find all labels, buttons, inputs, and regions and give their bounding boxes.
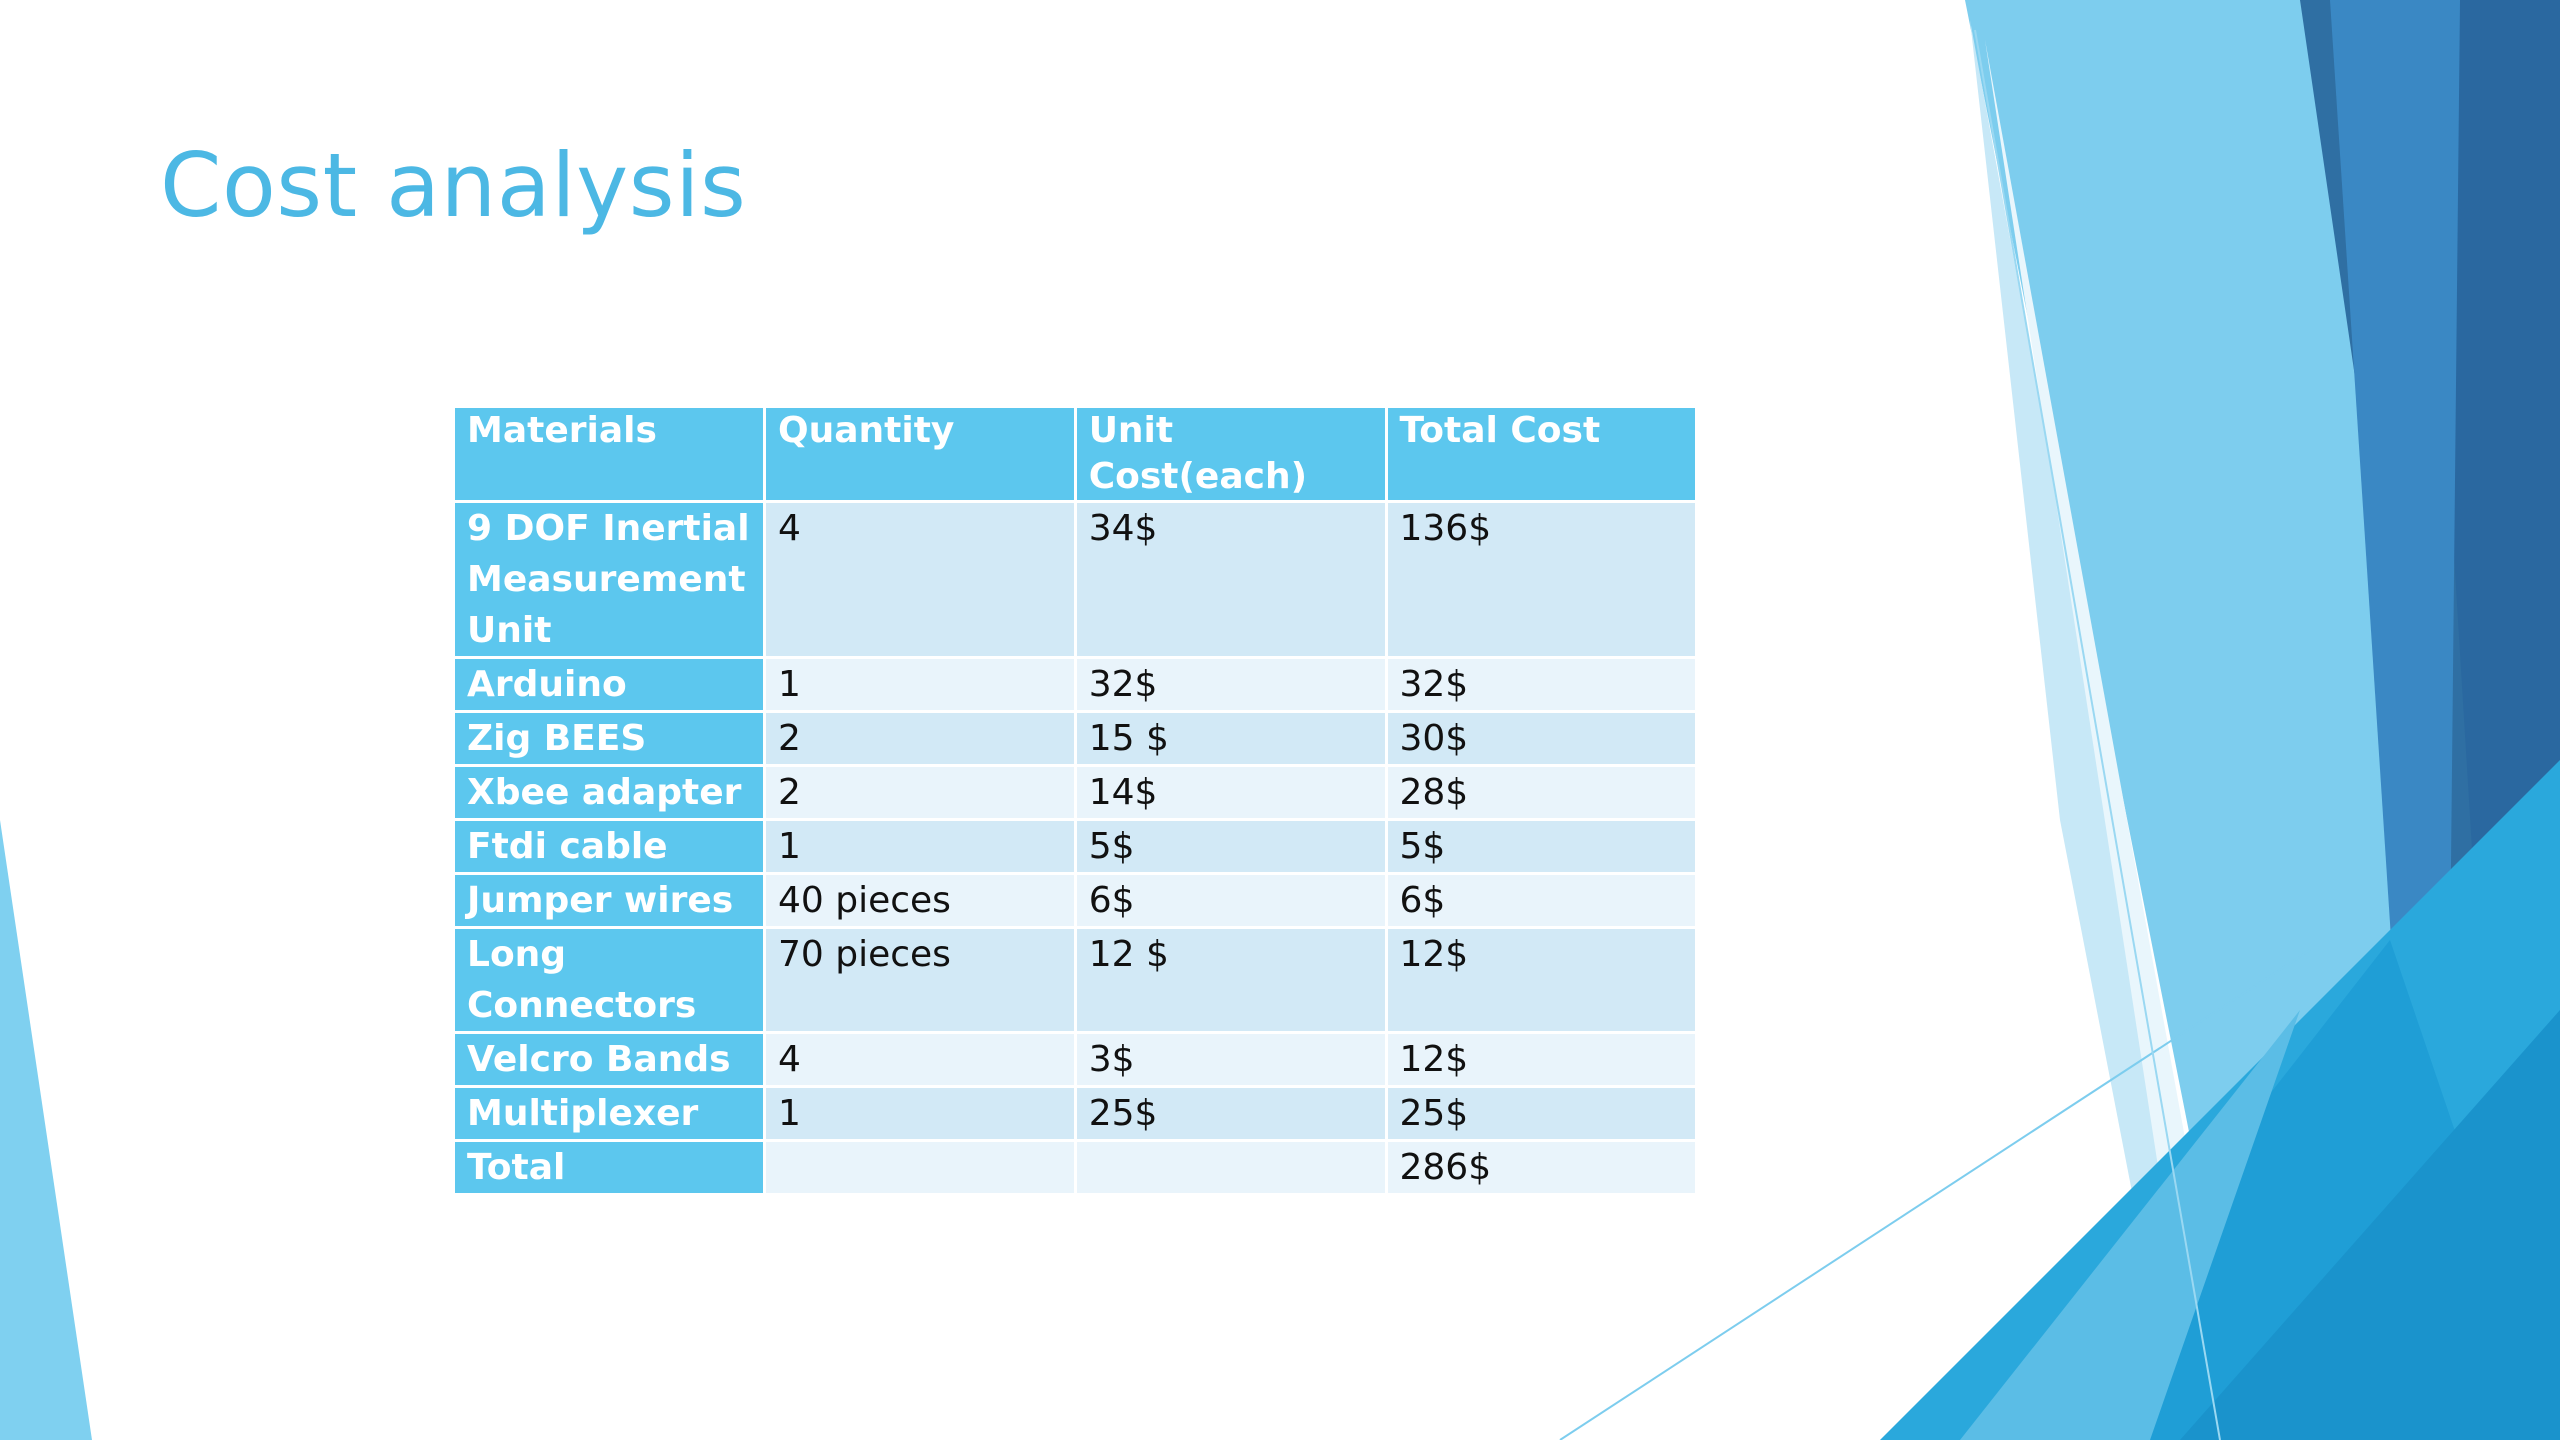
cell-material: Jumper wires <box>455 875 763 926</box>
table-row: Jumper wires 40 pieces 6$ 6$ <box>455 875 1695 926</box>
table-row: Ftdi cable 1 5$ 5$ <box>455 821 1695 872</box>
table-row: Multiplexer 1 25$ 25$ <box>455 1088 1695 1139</box>
cell-material: Multiplexer <box>455 1088 763 1139</box>
cell-quantity <box>765 1142 1074 1193</box>
cell-unit-cost: 32$ <box>1076 659 1385 710</box>
cell-material: Velcro Bands <box>455 1034 763 1085</box>
thin-vertical-line <box>1974 29 2221 1440</box>
bottom-light-overlay <box>1960 1010 2300 1440</box>
cell-material: Arduino <box>455 659 763 710</box>
cell-total-cost: 136$ <box>1387 503 1695 656</box>
cell-unit-cost <box>1076 1142 1385 1193</box>
slide-title: Cost analysis <box>160 134 747 237</box>
cell-total-cost: 32$ <box>1387 659 1695 710</box>
table-row: Arduino 1 32$ 32$ <box>455 659 1695 710</box>
header-total-cost: Total Cost <box>1387 408 1695 500</box>
table-row: Long Connectors 70 pieces 12 $ 12$ <box>455 929 1695 1031</box>
cell-material: 9 DOF Inertial Measurement Unit <box>455 503 763 656</box>
table-row: Velcro Bands 4 3$ 12$ <box>455 1034 1695 1085</box>
cell-unit-cost: 25$ <box>1076 1088 1385 1139</box>
header-unit-cost: Unit Cost(each) <box>1076 408 1385 500</box>
bottom-corner-triangle <box>2180 1010 2560 1440</box>
cell-quantity: 4 <box>765 503 1074 656</box>
cell-unit-cost: 15 $ <box>1076 713 1385 764</box>
cell-material: Xbee adapter <box>455 767 763 818</box>
cell-total-cost: 12$ <box>1387 1034 1695 1085</box>
header-quantity: Quantity <box>765 408 1074 500</box>
cell-total-cost: 6$ <box>1387 875 1695 926</box>
table-row: 9 DOF Inertial Measurement Unit 4 34$ 13… <box>455 503 1695 656</box>
left-edge-triangle <box>0 820 92 1440</box>
cell-total-cost: 25$ <box>1387 1088 1695 1139</box>
cell-material: Zig BEES <box>455 713 763 764</box>
cell-quantity: 2 <box>765 713 1074 764</box>
table-row-total: Total 286$ <box>455 1142 1695 1193</box>
cell-material: Total <box>455 1142 763 1193</box>
cell-quantity: 2 <box>765 767 1074 818</box>
cell-quantity: 4 <box>765 1034 1074 1085</box>
cell-unit-cost: 5$ <box>1076 821 1385 872</box>
cell-total-cost: 30$ <box>1387 713 1695 764</box>
cell-material: Ftdi cable <box>455 821 763 872</box>
cell-unit-cost: 6$ <box>1076 875 1385 926</box>
cell-quantity: 1 <box>765 659 1074 710</box>
cell-total-cost: 286$ <box>1387 1142 1695 1193</box>
table-header-row: Materials Quantity Unit Cost(each) Total… <box>455 408 1695 500</box>
cell-unit-cost: 3$ <box>1076 1034 1385 1085</box>
mid-blue-band <box>2330 0 2460 1000</box>
cell-quantity: 1 <box>765 821 1074 872</box>
cost-table: Materials Quantity Unit Cost(each) Total… <box>452 405 1698 1196</box>
cell-total-cost: 5$ <box>1387 821 1695 872</box>
cell-quantity: 40 pieces <box>765 875 1074 926</box>
table-row: Xbee adapter 2 14$ 28$ <box>455 767 1695 818</box>
white-wedge <box>1985 40 2240 1440</box>
header-materials: Materials <box>455 408 763 500</box>
cell-unit-cost: 34$ <box>1076 503 1385 656</box>
cell-total-cost: 12$ <box>1387 929 1695 1031</box>
cell-material: Long Connectors <box>455 929 763 1031</box>
thin-diagonal-line <box>1559 949 2311 1440</box>
cell-unit-cost: 14$ <box>1076 767 1385 818</box>
cell-unit-cost: 12 $ <box>1076 929 1385 1031</box>
table-row: Zig BEES 2 15 $ 30$ <box>455 713 1695 764</box>
cell-total-cost: 28$ <box>1387 767 1695 818</box>
cell-quantity: 70 pieces <box>765 929 1074 1031</box>
cell-quantity: 1 <box>765 1088 1074 1139</box>
